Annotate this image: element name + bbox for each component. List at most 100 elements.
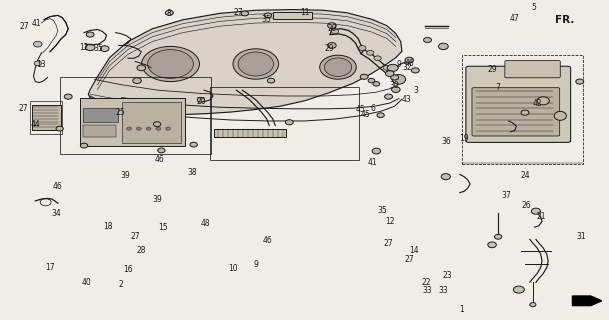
- Text: 2: 2: [118, 280, 123, 289]
- Text: 33: 33: [438, 286, 448, 295]
- Text: 18: 18: [104, 222, 113, 231]
- Text: 29: 29: [327, 24, 337, 33]
- Ellipse shape: [147, 50, 194, 78]
- Ellipse shape: [576, 79, 583, 84]
- Ellipse shape: [405, 57, 414, 63]
- FancyArrow shape: [572, 296, 602, 306]
- Ellipse shape: [80, 143, 88, 148]
- Text: 9: 9: [253, 260, 258, 269]
- Ellipse shape: [488, 242, 496, 248]
- Ellipse shape: [385, 71, 394, 76]
- Bar: [32, 105, 61, 130]
- Ellipse shape: [392, 75, 406, 84]
- Text: 25: 25: [116, 108, 125, 117]
- Bar: [83, 125, 116, 137]
- Ellipse shape: [34, 61, 41, 66]
- Text: 39: 39: [152, 196, 162, 204]
- Ellipse shape: [127, 127, 132, 130]
- Ellipse shape: [267, 78, 275, 83]
- Text: 7: 7: [496, 83, 501, 92]
- Ellipse shape: [137, 65, 146, 71]
- Ellipse shape: [264, 13, 272, 18]
- Text: 23: 23: [443, 271, 452, 280]
- Ellipse shape: [141, 46, 200, 82]
- Ellipse shape: [238, 52, 273, 76]
- FancyBboxPatch shape: [505, 60, 560, 78]
- Text: FR.: FR.: [555, 15, 575, 25]
- Ellipse shape: [190, 142, 197, 147]
- Ellipse shape: [513, 286, 524, 293]
- Text: 27: 27: [404, 255, 414, 264]
- Text: 35: 35: [378, 206, 387, 215]
- Ellipse shape: [133, 78, 141, 84]
- Text: 19: 19: [459, 134, 469, 143]
- Ellipse shape: [385, 94, 393, 99]
- Bar: [462, 55, 583, 164]
- Text: 36: 36: [441, 137, 451, 146]
- Ellipse shape: [86, 32, 94, 37]
- Text: 47: 47: [510, 14, 519, 23]
- Ellipse shape: [331, 29, 339, 34]
- Text: 32: 32: [402, 63, 412, 72]
- Text: 29: 29: [487, 65, 497, 74]
- Ellipse shape: [166, 10, 174, 15]
- Text: 20: 20: [196, 97, 206, 106]
- Bar: [80, 98, 185, 146]
- Bar: [214, 129, 286, 137]
- Text: 28: 28: [136, 246, 146, 255]
- Ellipse shape: [530, 303, 536, 307]
- Ellipse shape: [285, 120, 294, 125]
- Text: 29: 29: [324, 44, 334, 53]
- Ellipse shape: [521, 110, 529, 115]
- Text: 26: 26: [522, 201, 532, 210]
- Bar: [210, 87, 359, 160]
- Text: 34: 34: [51, 209, 61, 218]
- Text: 37: 37: [502, 191, 512, 200]
- Ellipse shape: [495, 234, 502, 239]
- Text: 24: 24: [520, 171, 530, 180]
- Text: 45: 45: [361, 110, 370, 119]
- Ellipse shape: [372, 148, 381, 154]
- Ellipse shape: [328, 43, 336, 48]
- Ellipse shape: [324, 58, 352, 76]
- Ellipse shape: [146, 127, 151, 130]
- Ellipse shape: [156, 127, 161, 130]
- FancyBboxPatch shape: [472, 88, 560, 136]
- Text: 27: 27: [130, 232, 140, 241]
- Text: 9: 9: [396, 60, 401, 69]
- Text: 8: 8: [167, 9, 172, 18]
- Ellipse shape: [423, 37, 431, 43]
- Text: 11: 11: [300, 8, 309, 17]
- Bar: [90, 98, 108, 112]
- Ellipse shape: [537, 97, 549, 105]
- Text: 45: 45: [356, 105, 365, 114]
- Text: 27: 27: [234, 8, 244, 17]
- Ellipse shape: [158, 148, 165, 153]
- Ellipse shape: [438, 43, 448, 50]
- Text: 35: 35: [94, 44, 104, 53]
- Text: 15: 15: [158, 223, 168, 232]
- Text: 22: 22: [421, 278, 431, 287]
- Ellipse shape: [412, 68, 419, 73]
- Ellipse shape: [441, 173, 450, 180]
- Ellipse shape: [56, 126, 63, 131]
- Text: 5: 5: [532, 4, 537, 12]
- Text: 21: 21: [536, 212, 546, 221]
- Ellipse shape: [233, 49, 279, 79]
- Ellipse shape: [383, 65, 390, 70]
- Ellipse shape: [391, 75, 398, 80]
- Text: 46: 46: [155, 155, 164, 164]
- Text: 33: 33: [423, 286, 432, 295]
- Ellipse shape: [360, 74, 368, 79]
- Ellipse shape: [241, 11, 248, 16]
- Bar: [60, 77, 211, 154]
- Text: 44: 44: [30, 120, 40, 129]
- Ellipse shape: [373, 82, 380, 86]
- Ellipse shape: [166, 127, 171, 130]
- Ellipse shape: [359, 46, 366, 50]
- Text: 42: 42: [532, 99, 542, 108]
- Text: 41: 41: [368, 158, 378, 167]
- Text: 13: 13: [36, 60, 46, 69]
- Ellipse shape: [554, 111, 566, 120]
- Text: 30: 30: [390, 81, 400, 90]
